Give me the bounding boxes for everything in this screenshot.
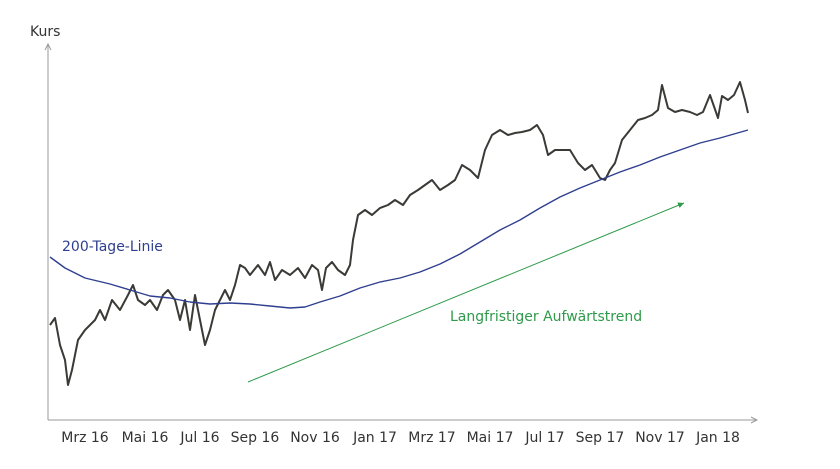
- annotation: Langfristiger Aufwärtstrend: [450, 309, 642, 325]
- x-tick-label: Nov 17: [635, 430, 685, 446]
- x-tick-label: Mai 17: [467, 430, 514, 446]
- x-tick-label: Mrz 16: [61, 430, 109, 446]
- series-line: [49, 81, 749, 386]
- y-axis-label: Kurs: [30, 24, 60, 40]
- x-tick-label: Jul 16: [179, 430, 219, 446]
- x-tick-label: Mai 16: [122, 430, 169, 446]
- x-tick-label: Nov 16: [290, 430, 340, 446]
- x-tick-label: Mrz 17: [408, 430, 455, 446]
- legend-label: 200-Tage-Linie: [62, 239, 163, 255]
- x-tick-label: Jan 17: [352, 430, 397, 446]
- y-axis-arrow: [44, 42, 52, 51]
- x-tick-label: Sep 17: [576, 430, 625, 446]
- x-tick-label: Jan 18: [695, 430, 740, 446]
- x-tick-label: Jul 17: [524, 430, 564, 446]
- x-tick-label: Sep 16: [231, 430, 280, 446]
- trend-arrow: [247, 202, 685, 383]
- series-line: [49, 129, 749, 309]
- x-axis-arrow: [750, 416, 759, 424]
